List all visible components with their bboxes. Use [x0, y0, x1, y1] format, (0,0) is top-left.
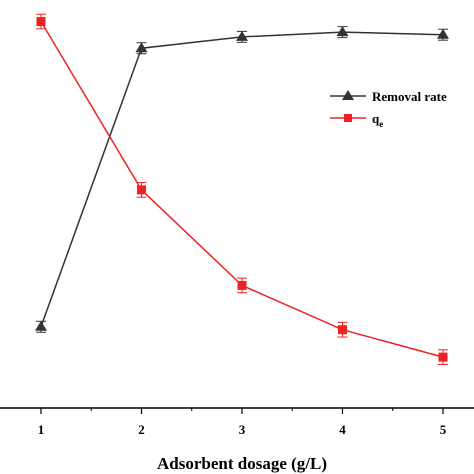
- data-point-triangle: [135, 42, 148, 53]
- data-point-square: [338, 325, 347, 335]
- legend-marker-removal-rate: [342, 90, 354, 100]
- legend-label-removal-rate: Removal rate: [372, 89, 447, 104]
- x-tick-label: 1: [38, 422, 45, 437]
- series-removal-rate: [35, 26, 449, 333]
- x-tick-label: 4: [339, 422, 346, 437]
- data-point-triangle: [336, 26, 349, 37]
- x-tick-label: 2: [138, 422, 145, 437]
- x-tick-label: 3: [239, 422, 246, 437]
- legend-label-qe: qe: [372, 111, 383, 129]
- series-qe: [36, 13, 448, 365]
- legend-label-qe-main: q: [372, 111, 380, 126]
- x-axis-title: Adsorbent dosage (g/L): [157, 454, 327, 473]
- x-tick-label: 5: [440, 422, 447, 437]
- data-point-triangle: [437, 28, 449, 39]
- data-point-square: [237, 280, 247, 290]
- legend: Removal rate qe: [330, 89, 447, 129]
- data-point-square: [137, 185, 146, 195]
- data-point-square: [36, 17, 46, 27]
- legend-label-qe-subscript: e: [379, 119, 383, 129]
- data-point-triangle: [35, 320, 47, 331]
- series-line: [40, 21, 444, 358]
- data-point-triangle: [236, 30, 248, 41]
- series-layer: [35, 13, 449, 365]
- legend-marker-qe: [344, 114, 352, 122]
- data-point-square: [438, 352, 448, 362]
- x-ticks: 1 2 3 4 5: [38, 408, 447, 437]
